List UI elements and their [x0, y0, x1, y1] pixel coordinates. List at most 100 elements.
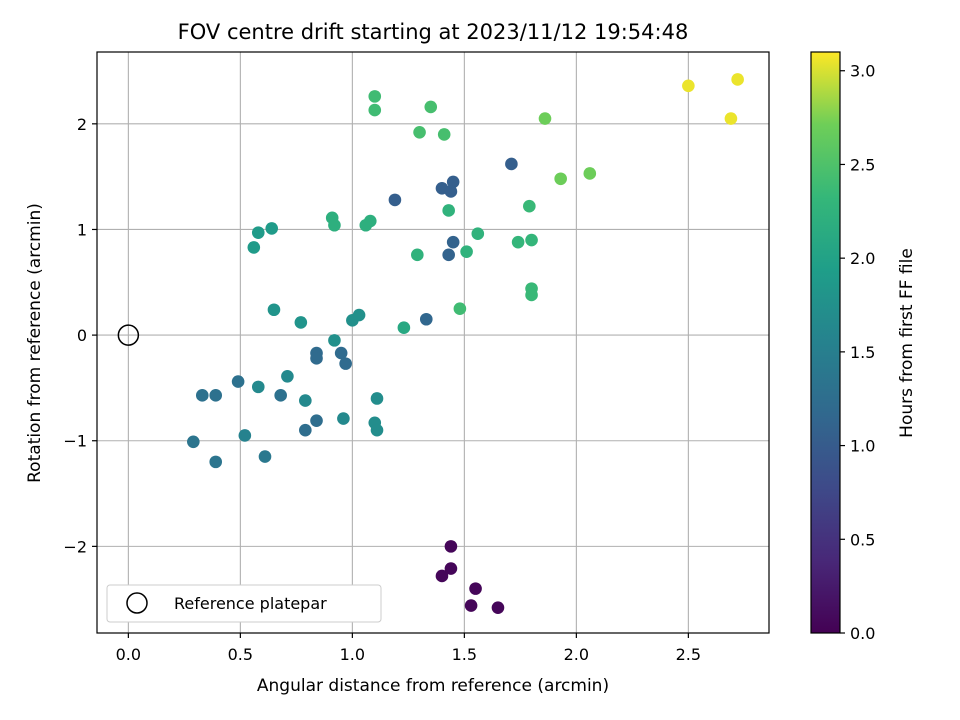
- colorbar-tick-label: 1.0: [850, 437, 875, 456]
- data-point: [310, 352, 323, 365]
- data-point: [274, 389, 287, 402]
- data-point: [435, 569, 449, 583]
- grid-layer: [97, 52, 769, 633]
- data-point: [525, 233, 538, 247]
- data-point: [363, 214, 377, 228]
- data-point: [424, 100, 438, 114]
- data-point: [583, 167, 597, 180]
- y-axis-label: Rotation from reference (arcmin): [25, 203, 45, 483]
- x-axis-label: Angular distance from reference (arcmin): [257, 676, 609, 696]
- data-point: [251, 226, 265, 239]
- x-tick-label: 1.5: [452, 645, 477, 664]
- data-point: [446, 175, 460, 189]
- data-point: [511, 235, 525, 249]
- data-point: [464, 599, 478, 612]
- data-point: [442, 204, 455, 217]
- colorbar-tick-label: 2.0: [850, 249, 875, 268]
- data-point: [525, 288, 538, 302]
- data-point: [328, 218, 341, 232]
- reference-layer: [117, 324, 140, 346]
- data-point: [523, 199, 536, 213]
- data-point: [339, 357, 352, 370]
- x-axis-ticks: 0.0 0.5 1.0 1.5 2.0 2.5: [116, 633, 701, 664]
- x-tick-label: 2.0: [564, 645, 589, 664]
- legend: Reference platepar: [106, 584, 382, 623]
- legend-label-reference: Reference platepar: [174, 594, 327, 613]
- data-point: [682, 79, 695, 93]
- data-point: [299, 394, 312, 407]
- data-point: [368, 90, 382, 103]
- data-point: [491, 601, 505, 614]
- data-point: [370, 423, 384, 437]
- data-point: [444, 185, 458, 198]
- data-point: [310, 414, 323, 427]
- colorbar: 0.0 0.5 1.0 1.5 2.0 2.5 3.0 Hours from first F…: [810, 51, 917, 643]
- data-point: [444, 562, 458, 575]
- data-point: [328, 334, 341, 347]
- data-point: [397, 321, 411, 335]
- x-tick-label: 0.0: [116, 645, 141, 664]
- data-point: [247, 241, 261, 254]
- data-point: [265, 222, 279, 235]
- colorbar-tick-label: 0.5: [850, 530, 875, 549]
- colorbar-ticks: 0.0 0.5 1.0 1.5 2.0 2.5 3.0: [840, 62, 875, 643]
- colorbar-tick-label: 0.0: [850, 624, 875, 643]
- data-point: [453, 302, 467, 315]
- data-point: [370, 392, 384, 405]
- data-point: [471, 227, 485, 240]
- data-point: [413, 125, 426, 139]
- data-point: [231, 375, 245, 388]
- y-axis-ticks: −2 −1 0 1 2: [63, 115, 97, 556]
- data-point: [388, 193, 402, 207]
- data-point: [505, 157, 518, 171]
- data-point: [209, 389, 223, 402]
- data-point: [419, 312, 433, 326]
- y-tick-label: −1: [63, 432, 87, 451]
- colorbar-tick-label: 3.0: [850, 62, 875, 81]
- colorbar-label: Hours from first FF file: [897, 248, 917, 438]
- data-point: [267, 303, 281, 317]
- data-point: [337, 412, 350, 425]
- colorbar-tick-label: 1.5: [850, 343, 875, 362]
- data-point: [299, 423, 312, 437]
- legend-marker-reference: [126, 592, 148, 614]
- data-point: [334, 346, 348, 360]
- data-point: [258, 450, 272, 463]
- data-point: [238, 429, 252, 442]
- x-tick-label: 1.0: [340, 645, 365, 664]
- chart-title: FOV centre drift starting at 2023/11/12 …: [178, 20, 689, 44]
- data-point: [411, 248, 424, 262]
- data-point: [444, 540, 458, 553]
- points-layer: [187, 73, 744, 614]
- data-point: [368, 103, 382, 117]
- data-point: [281, 370, 294, 383]
- data-point: [352, 308, 366, 322]
- y-tick-label: 1: [77, 220, 87, 239]
- data-point: [294, 316, 308, 329]
- data-point: [195, 389, 209, 402]
- colorbar-frame: [810, 51, 841, 634]
- colorbar-tick-label: 2.5: [850, 155, 875, 174]
- data-point: [554, 172, 567, 186]
- x-tick-label: 0.5: [228, 645, 253, 664]
- data-point: [731, 73, 744, 86]
- y-tick-label: 2: [77, 115, 87, 134]
- data-point: [437, 128, 451, 141]
- data-point: [251, 380, 265, 394]
- y-tick-label: −2: [63, 537, 87, 556]
- colorbar-gradient: [811, 52, 840, 633]
- data-point: [446, 235, 460, 249]
- data-point: [442, 248, 455, 262]
- reference-marker: [117, 324, 140, 346]
- data-point: [538, 112, 552, 125]
- data-point: [460, 245, 473, 258]
- x-tick-label: 2.5: [676, 645, 701, 664]
- data-point: [724, 112, 738, 125]
- data-point: [209, 455, 223, 469]
- y-tick-label: 0: [77, 326, 87, 345]
- legend-box: [106, 584, 382, 623]
- plot-frame: [96, 51, 770, 634]
- data-point: [469, 582, 482, 595]
- data-point: [187, 435, 200, 449]
